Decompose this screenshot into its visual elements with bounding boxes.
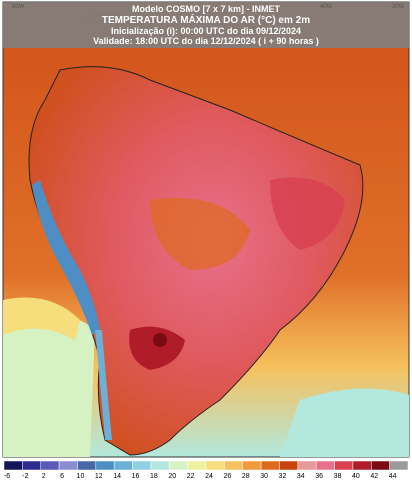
color-label: -2 <box>22 473 28 480</box>
lon-label: 30W <box>392 4 405 10</box>
color-label: 14 <box>113 473 121 480</box>
valid: Validade: 18:00 UTC do dia 12/12/2024 ( … <box>93 36 319 46</box>
color-box <box>315 460 335 471</box>
pacific-warm <box>3 297 80 340</box>
color-label: 42 <box>370 473 378 480</box>
color-box <box>113 460 133 471</box>
lon-label: 40W <box>320 4 333 10</box>
init: Inicialização (i): 00:00 UTC do dia 09/1… <box>111 26 301 36</box>
color-box <box>95 460 115 471</box>
color-box <box>22 460 41 471</box>
color-box <box>224 460 243 471</box>
color-label: 18 <box>150 473 158 480</box>
color-label: 36 <box>315 473 323 480</box>
color-box <box>169 460 188 471</box>
color-label: 20 <box>168 473 176 480</box>
lon-label: 80W <box>12 4 25 10</box>
color-box <box>205 460 225 471</box>
andes-south <box>95 330 112 440</box>
color-label: -6 <box>4 473 10 480</box>
model: Modelo COSMO [7 x 7 km] - INMET <box>132 4 281 14</box>
atlantic-cool <box>280 388 409 457</box>
color-box <box>279 460 299 471</box>
color-box <box>260 460 280 471</box>
color-box <box>132 460 152 471</box>
color-box <box>40 460 60 471</box>
hot-center <box>153 333 167 347</box>
color-box <box>352 460 372 471</box>
color-label: 40 <box>352 473 360 480</box>
title: TEMPERATURA MÁXIMA DO AR (°C) em 2m <box>102 13 310 26</box>
header-band <box>3 2 409 48</box>
color-label: 30 <box>260 473 268 480</box>
color-label: 38 <box>334 473 342 480</box>
color-label: 6 <box>60 473 64 480</box>
color-label: 10 <box>77 473 85 480</box>
color-label: 28 <box>242 473 250 480</box>
northeast-hot <box>270 177 345 250</box>
color-box <box>242 460 262 471</box>
central-orange <box>150 198 250 270</box>
colorbar: -6 -2 2 6 10 12 14 16 18 20 22 24 26 28 30 32 34 36 38 40 42… <box>3 460 409 480</box>
color-label: 16 <box>132 473 140 480</box>
color-label: 22 <box>187 473 195 480</box>
color-box <box>150 460 170 471</box>
color-box <box>297 460 317 471</box>
color-box <box>187 460 207 471</box>
color-label: 34 <box>297 473 305 480</box>
pacific-cool <box>3 315 95 457</box>
color-box <box>334 460 354 471</box>
color-label: 2 <box>42 473 46 480</box>
andes-cold <box>32 180 100 335</box>
hot-core <box>129 326 185 370</box>
color-label: 32 <box>279 473 287 480</box>
color-label: 24 <box>205 473 213 480</box>
color-label: 12 <box>95 473 103 480</box>
color-box <box>77 460 97 471</box>
color-box <box>371 460 390 471</box>
color-box <box>3 460 23 471</box>
color-label: 44 <box>389 473 397 480</box>
color-box <box>58 460 78 471</box>
color-label: 26 <box>223 473 231 480</box>
color-box <box>389 460 409 471</box>
